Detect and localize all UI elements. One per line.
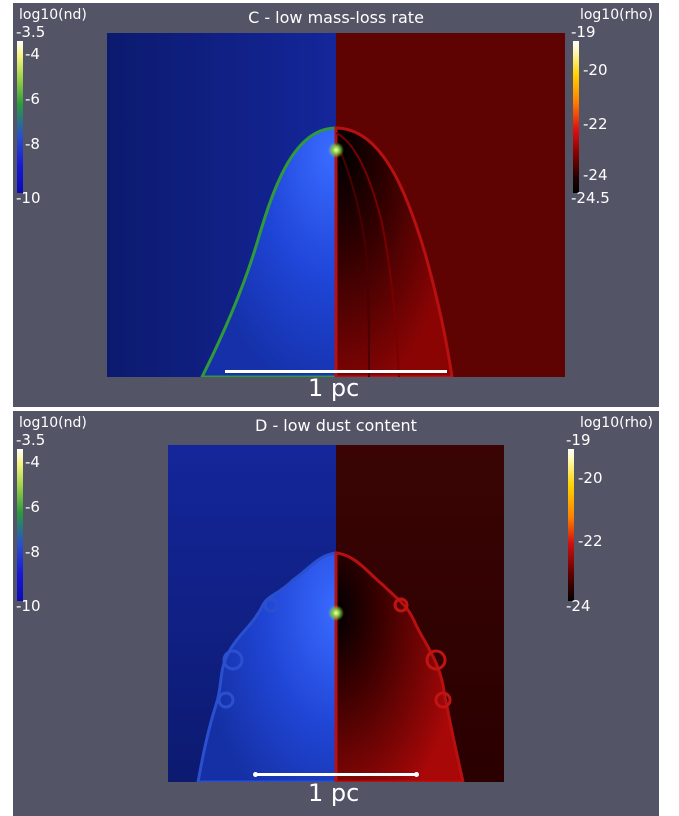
- dust-colorbar: [17, 449, 23, 601]
- bow-shock: [334, 551, 465, 782]
- scale-bar: [225, 370, 447, 373]
- density-tick: -19: [571, 23, 596, 41]
- dust-tick: -10: [16, 189, 41, 207]
- star: [328, 142, 344, 158]
- star: [328, 605, 344, 621]
- simulation-image: [107, 33, 565, 377]
- dust-tick: -6: [25, 498, 40, 516]
- scale-bar: [253, 772, 419, 777]
- scale-bar-label: 1 pc: [308, 374, 360, 402]
- dust-tick: -3.5: [16, 23, 46, 41]
- density-colorbar: [568, 449, 574, 601]
- panel-title: D - low dust content: [255, 416, 417, 435]
- left-colorbar-label: log10(nd): [19, 7, 87, 23]
- density-tick: -24.5: [571, 189, 610, 207]
- right-colorbar-label: log10(rho): [579, 7, 653, 23]
- density-tick: -22: [578, 532, 603, 550]
- dust-tick: -4: [25, 45, 40, 63]
- bow-shock: [334, 126, 454, 377]
- scale-bar-label: 1 pc: [308, 779, 360, 807]
- dust-tick: -3.5: [16, 431, 46, 449]
- dust-tick: -6: [25, 90, 40, 108]
- density-tick: -19: [566, 431, 591, 449]
- bow-shock: [196, 551, 338, 782]
- dust-tick: -4: [25, 453, 40, 471]
- panel-c: C - low mass-loss rate log10(nd) log10(r…: [13, 3, 659, 407]
- density-tick: -22: [583, 115, 608, 133]
- dust-tick: -10: [16, 597, 41, 615]
- panel-title: C - low mass-loss rate: [248, 8, 424, 27]
- dust-colorbar: [17, 41, 23, 193]
- density-tick: -24: [566, 597, 591, 615]
- bow-shock: [200, 126, 338, 377]
- panel-d: D - low dust content log10(nd) log10(rho…: [13, 411, 659, 816]
- density-colorbar: [573, 41, 579, 193]
- dust-tick: -8: [25, 543, 40, 561]
- density-tick: -24: [583, 166, 608, 184]
- left-colorbar-label: log10(nd): [19, 415, 87, 431]
- simulation-image: [168, 445, 504, 782]
- dust-tick: -8: [25, 135, 40, 153]
- density-tick: -20: [583, 61, 608, 79]
- right-colorbar-label: log10(rho): [579, 415, 653, 431]
- density-tick: -20: [578, 469, 603, 487]
